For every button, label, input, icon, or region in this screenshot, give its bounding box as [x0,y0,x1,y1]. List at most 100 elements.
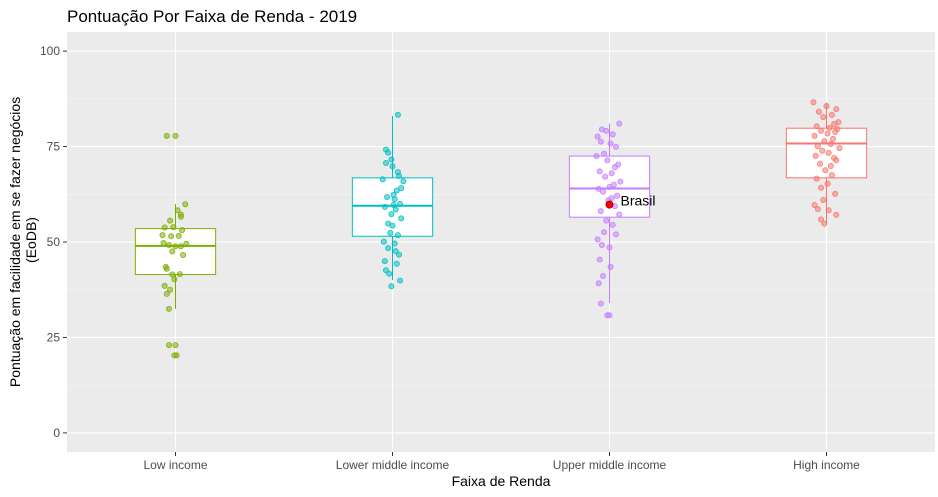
data-point [596,168,603,175]
data-point [594,236,601,243]
data-points [159,99,843,359]
data-point [594,133,601,140]
data-point [596,256,603,263]
data-point [160,240,167,247]
data-point [816,160,823,167]
data-point [598,242,605,249]
data-point [607,263,614,270]
data-point [394,232,401,239]
data-point [163,265,170,272]
data-point [833,211,840,218]
y-axis-title-line-2: (EoDB) [23,217,39,263]
y-axis: 0 25 50 75 100 [40,44,67,440]
y-tick-label: 0 [53,426,60,440]
data-point [820,196,827,203]
data-point [180,251,187,258]
y-tick-label: 25 [47,330,61,344]
data-point [604,157,611,164]
data-point [391,240,398,247]
y-axis-title-line-1: Pontuação em facilidade em se fazer negó… [7,97,23,387]
data-point [832,129,839,136]
data-point [388,211,395,218]
data-point [179,227,186,234]
data-point [165,242,172,249]
data-point [388,156,395,163]
data-point [613,231,620,238]
data-point [617,178,624,185]
data-point [595,185,602,192]
data-point [827,163,834,170]
data-point [820,114,827,121]
data-point [161,224,168,231]
y-axis-title: Pontuação em facilidade em se fazer negó… [7,93,39,387]
data-point [832,190,839,197]
data-point [385,149,392,156]
data-point [601,229,608,236]
chart-title: Pontuação Por Faixa de Renda - 2019 [67,7,357,26]
data-point [813,123,820,130]
y-tick-label: 75 [47,140,61,154]
data-point [392,206,399,213]
data-point [608,170,615,177]
data-point [831,121,838,128]
data-point [830,135,837,142]
data-point [183,240,190,247]
data-point [824,130,831,137]
data-point [814,143,821,150]
y-tick-label: 100 [40,44,60,58]
data-point [616,120,623,127]
data-point [813,175,820,182]
data-point [811,132,818,139]
data-point [825,150,832,157]
data-point [381,203,388,210]
data-point [394,111,401,118]
data-point [389,222,396,229]
data-point [818,216,825,223]
highlight-label: Brasil [621,193,656,209]
data-point [597,300,604,307]
data-point [823,103,830,110]
data-point [161,282,168,289]
x-tick-label: High income [793,458,860,472]
data-point [828,172,835,179]
data-point [593,153,600,160]
data-point [613,143,620,150]
data-point [389,163,396,170]
x-axis: Low income Lower middle income Upper middl… [143,452,860,472]
data-point [597,138,604,145]
data-point [381,258,388,265]
data-point [379,176,386,183]
data-point [172,243,179,250]
data-point [818,184,825,191]
data-point [386,270,393,277]
data-point [397,277,404,284]
data-point [821,138,828,145]
data-point [165,305,172,312]
highlight-point [605,200,614,209]
data-point [167,286,174,293]
data-point [396,172,403,179]
data-point [607,140,614,147]
data-point [182,201,189,208]
box [134,228,217,275]
data-point [821,220,828,227]
data-point [836,145,843,152]
data-point [599,188,606,195]
data-point [606,184,613,191]
data-point [819,147,826,154]
data-point [177,213,184,220]
data-point [811,201,818,208]
data-point [176,271,183,278]
data-point [614,192,621,199]
data-point [597,208,604,215]
data-point [384,193,391,200]
data-point [172,342,179,349]
data-point [398,215,405,222]
data-point [827,140,834,147]
data-point [824,180,831,187]
data-point [175,232,182,239]
data-point [168,233,175,240]
data-point [616,211,623,218]
data-point [606,244,613,251]
data-point [826,124,833,131]
